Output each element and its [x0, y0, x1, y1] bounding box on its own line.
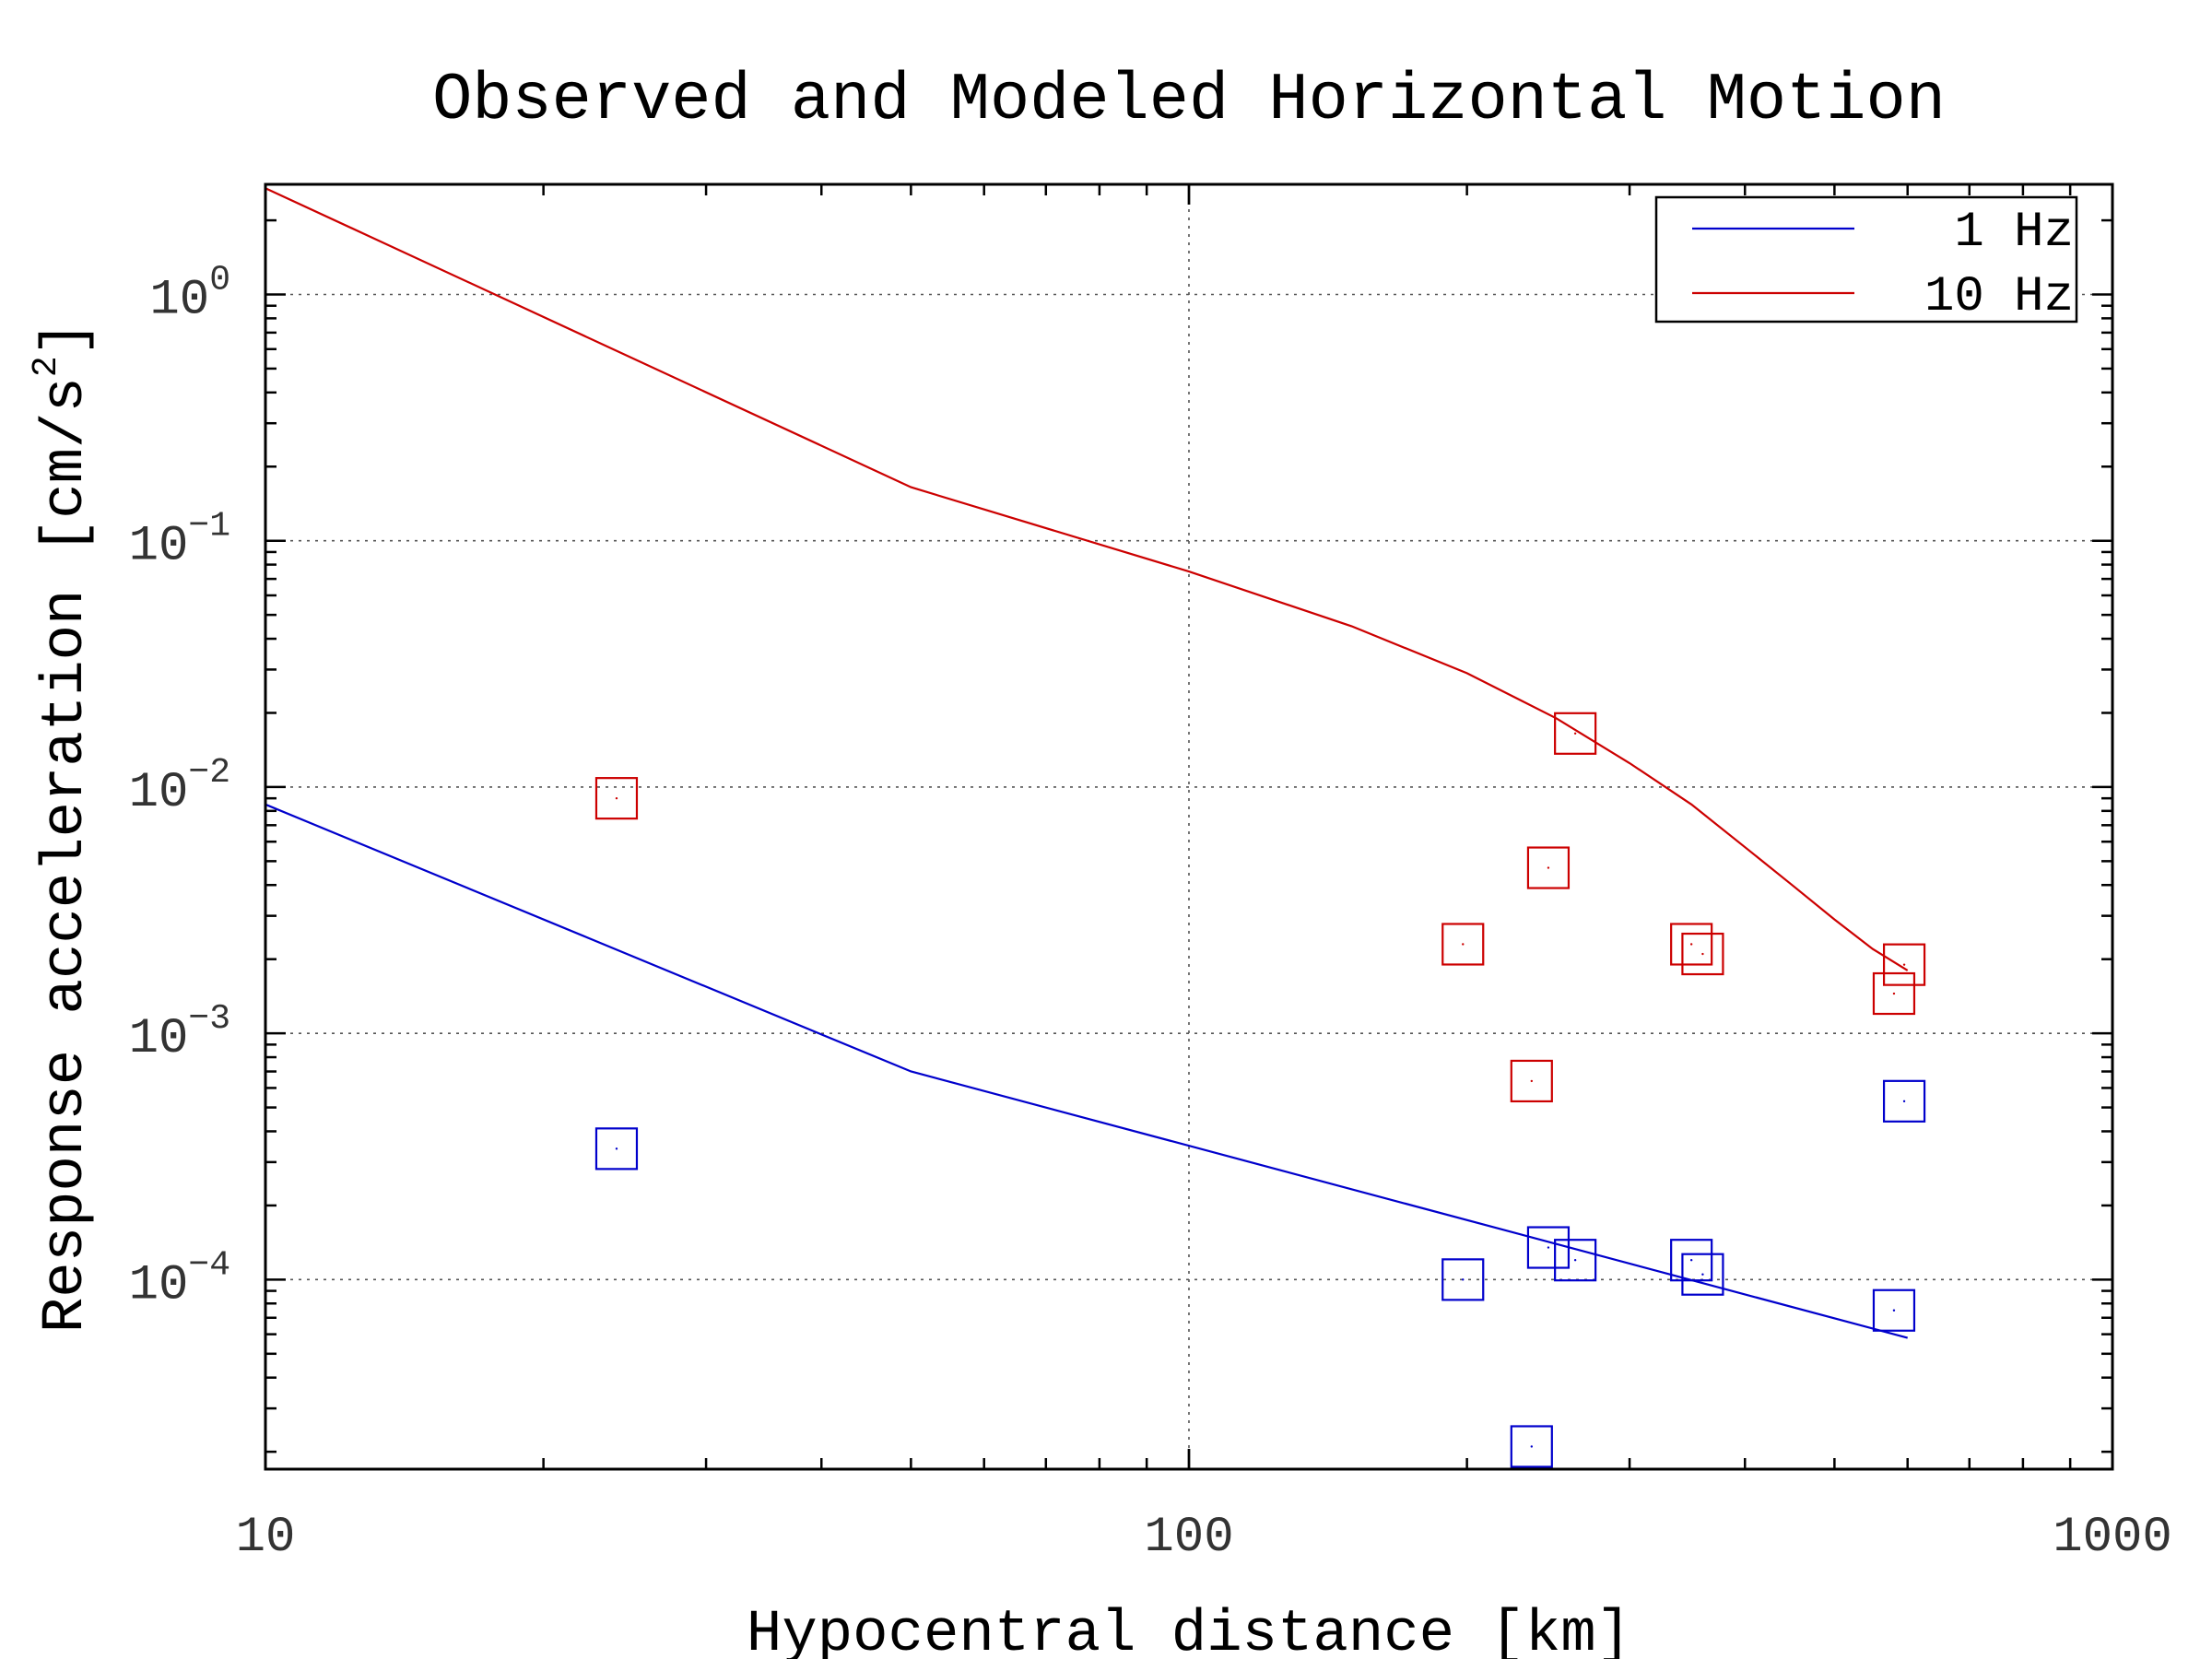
observed-point-center-1-hz [1689, 1259, 1693, 1262]
observed-point-10-hz [1670, 923, 1713, 966]
y-tick-label: 10−4 [129, 1245, 230, 1313]
y-tick-base: 10 [149, 272, 209, 328]
legend-label: 10 Hz [1924, 269, 2074, 325]
grid-lines [265, 184, 2112, 1469]
observed-point-center-10-hz [1547, 866, 1550, 869]
observed-point-1-hz [1681, 1253, 1724, 1296]
observed-point-1-hz [1554, 1239, 1597, 1282]
observed-point-10-hz [594, 777, 639, 820]
observed-point-10-hz [1510, 1059, 1553, 1103]
legend-label: 1 Hz [1954, 205, 2074, 261]
observed-point-center-1-hz [1462, 1278, 1465, 1281]
observed-point-center-1-hz [1547, 1246, 1550, 1249]
y-tick-exponent: 0 [209, 260, 230, 300]
observed-point-center-10-hz [1701, 952, 1704, 956]
observed-point-1-hz [1526, 1226, 1571, 1269]
observed-point-10-hz [1441, 923, 1485, 966]
observed-point-10-hz [1681, 932, 1724, 976]
x-tick-label: 10 [236, 1510, 296, 1566]
y-tick-exponent: −1 [188, 507, 230, 547]
y-tick-base: 10 [129, 519, 189, 575]
observed-point-center-10-hz [615, 796, 618, 800]
y-tick-exponent: −2 [188, 753, 230, 793]
model-line-10-hz [265, 187, 1909, 971]
y-tick-label: 100 [149, 260, 230, 328]
legend-box [1654, 195, 2078, 324]
y-tick-label: 10−2 [129, 753, 230, 821]
observed-point-center-1-hz [1530, 1445, 1534, 1448]
y-tick-exponent: −4 [188, 1245, 230, 1285]
observed-point-1-hz [1882, 1079, 1926, 1123]
y-tick-base: 10 [129, 765, 189, 821]
series-layer [265, 187, 1926, 1468]
plot-frame [264, 182, 2114, 1471]
observed-point-center-10-hz [1462, 943, 1465, 946]
y-tick-label: 10−3 [129, 999, 230, 1067]
y-tick-base: 10 [129, 1257, 189, 1313]
observed-point-center-10-hz [1530, 1079, 1534, 1083]
observed-point-center-1-hz [1892, 1309, 1896, 1312]
observed-point-center-10-hz [1892, 992, 1896, 995]
observed-point-center-1-hz [1701, 1273, 1704, 1276]
y-axis-label-end: ] [33, 321, 100, 356]
y-axis-label-main: Response acceleration [cm/s [33, 377, 100, 1333]
observed-point-center-1-hz [1902, 1100, 1906, 1103]
observed-point-10-hz [1872, 971, 1916, 1016]
observed-point-1-hz [1872, 1288, 1916, 1332]
y-tick-exponent: −3 [188, 999, 230, 1039]
y-tick-base: 10 [129, 1011, 189, 1067]
model-line-1-hz [265, 803, 1908, 1339]
x-tick-label: 100 [1144, 1510, 1233, 1566]
observed-point-1-hz [594, 1127, 639, 1171]
axis-ticks [264, 184, 2114, 1469]
observed-point-1-hz [1670, 1239, 1713, 1282]
observed-point-center-1-hz [1573, 1259, 1577, 1262]
y-axis-label-sup: 2 [27, 356, 66, 377]
observed-point-10-hz [1554, 712, 1597, 755]
observed-point-10-hz [1526, 846, 1571, 889]
observed-point-center-10-hz [1902, 963, 1906, 966]
x-axis-label: Hypocentral distance [km] [747, 1602, 1631, 1659]
chart-title: Observed and Modeled Horizontal Motion [432, 63, 1946, 138]
observed-point-center-10-hz [1689, 943, 1693, 946]
observed-point-10-hz [1882, 943, 1926, 986]
observed-point-center-1-hz [615, 1147, 618, 1150]
y-axis-label: Response acceleration [cm/s2] [27, 321, 100, 1333]
observed-point-center-10-hz [1573, 732, 1577, 735]
y-tick-label: 10−1 [129, 507, 230, 575]
observed-point-1-hz [1441, 1258, 1485, 1301]
x-tick-label: 1000 [2053, 1510, 2172, 1566]
legend: 1 Hz 10 Hz [1654, 195, 2078, 325]
observed-point-1-hz [1510, 1425, 1553, 1468]
